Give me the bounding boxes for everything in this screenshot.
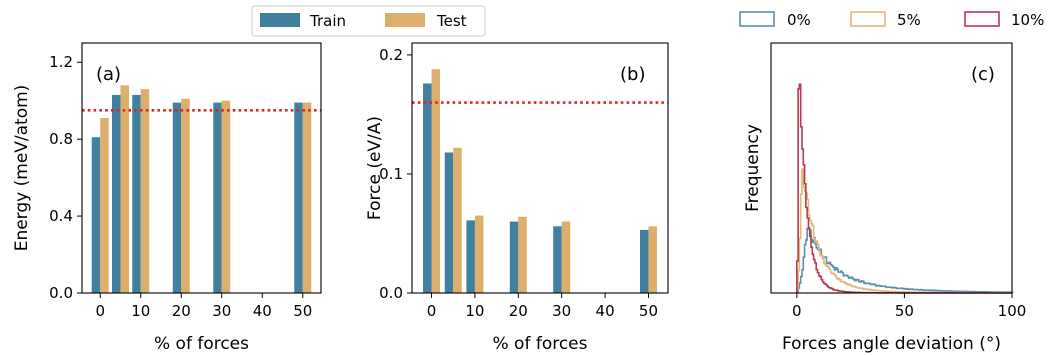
ytick-label-b-0.2: 0.2 xyxy=(379,46,403,64)
xtick-label-a-0: 0 xyxy=(95,302,105,320)
bar-b-train-10 xyxy=(466,220,475,293)
xtick-label-b-50: 50 xyxy=(639,302,658,320)
legend-forces-percent: 0% 5% 10% xyxy=(739,11,1044,29)
panel-c-histogram: 0 50 100 Forces angle deviation (°) Frequenc… xyxy=(743,42,1027,354)
bar-b-test-20 xyxy=(518,216,527,293)
axes-frame-a xyxy=(81,42,322,294)
panel-label-a: (a) xyxy=(96,64,121,85)
legend-label-train: Train xyxy=(309,12,346,30)
bar-a-train-0 xyxy=(91,137,101,293)
legend-label-5: 5% xyxy=(897,11,921,29)
xtick-label-b-10: 10 xyxy=(465,302,484,320)
bar-a-test-20 xyxy=(181,98,190,294)
ylabel-b: Force (eV/A) xyxy=(365,116,385,220)
panel-a-energy: 0 10 20 30 40 50 0.0 0.4 0.8 1.2 % of forces Energy… xyxy=(12,42,322,354)
xtick-label-b-20: 20 xyxy=(509,302,528,320)
xtick-label-b-40: 40 xyxy=(596,302,615,320)
bar-a-test-5 xyxy=(120,85,129,293)
legend-swatch-10 xyxy=(964,11,1000,27)
xlabel-c: Forces angle deviation (°) xyxy=(782,334,1001,354)
xtick-label-c-100: 100 xyxy=(998,302,1027,320)
legend-swatch-5 xyxy=(850,11,886,27)
bar-a-train-5 xyxy=(111,94,121,293)
bar-a-train-20 xyxy=(172,102,182,294)
ylabel-c: Frequency xyxy=(743,124,763,212)
legend-swatch-0 xyxy=(739,11,775,27)
bar-b-train-0 xyxy=(423,83,432,293)
xtick-label-b-30: 30 xyxy=(552,302,571,320)
panel-label-c: (c) xyxy=(971,64,995,85)
bar-a-test-10 xyxy=(140,89,150,294)
bar-a-train-30 xyxy=(213,102,222,294)
bar-b-test-30 xyxy=(561,221,571,293)
bar-b-train-50 xyxy=(639,229,649,293)
xtick-label-a-40: 40 xyxy=(253,302,272,320)
ytick-label-b-0.1: 0.1 xyxy=(379,165,403,183)
ytick-label-b-0.0: 0.0 xyxy=(379,284,403,302)
ytick-label-a-0.0: 0.0 xyxy=(49,284,73,302)
bar-b-train-30 xyxy=(553,226,562,293)
ylabel-a: Energy (meV/atom) xyxy=(12,85,32,252)
legend-label-test: Test xyxy=(436,12,467,30)
legend-label-0: 0% xyxy=(787,11,811,29)
ytick-label-a-1.2: 1.2 xyxy=(49,53,73,71)
bar-b-train-20 xyxy=(509,221,519,293)
bar-a-test-50 xyxy=(302,102,312,294)
xtick-label-b-0: 0 xyxy=(427,302,437,320)
panel-label-b: (b) xyxy=(620,64,645,85)
histogram-0pct xyxy=(796,226,1014,294)
ytick-label-a-0.4: 0.4 xyxy=(49,207,73,225)
xtick-label-a-50: 50 xyxy=(293,302,312,320)
bar-b-test-10 xyxy=(474,215,484,293)
xlabel-b: % of forces xyxy=(492,334,587,354)
axes-frame-c xyxy=(770,42,1013,294)
legend-swatch-train xyxy=(260,13,300,27)
panel-b-force: 0 10 20 30 40 50 0.0 0.1 0.2 % of forces Force (eV… xyxy=(365,42,669,354)
xtick-label-c-0: 0 xyxy=(792,302,802,320)
bar-b-test-0 xyxy=(431,69,441,293)
bar-b-test-50 xyxy=(648,226,657,293)
bar-b-train-5 xyxy=(444,152,454,293)
bar-b-test-5 xyxy=(453,147,462,293)
xtick-label-a-30: 30 xyxy=(212,302,231,320)
bar-a-train-50 xyxy=(294,102,303,294)
xtick-label-c-50: 50 xyxy=(895,302,914,320)
xlabel-a: % of forces xyxy=(154,334,249,354)
legend-label-10: 10% xyxy=(1011,11,1044,29)
xtick-label-a-10: 10 xyxy=(131,302,150,320)
bar-a-test-0 xyxy=(100,118,109,293)
legend-swatch-test xyxy=(385,13,425,27)
xtick-label-a-20: 20 xyxy=(172,302,191,320)
histogram-5pct xyxy=(796,168,1013,294)
ytick-label-a-0.8: 0.8 xyxy=(49,130,73,148)
bar-a-train-10 xyxy=(132,94,141,293)
axes-frame-b xyxy=(411,42,669,294)
bar-a-test-30 xyxy=(221,100,231,293)
legend-train-test: Train Test xyxy=(251,5,486,37)
